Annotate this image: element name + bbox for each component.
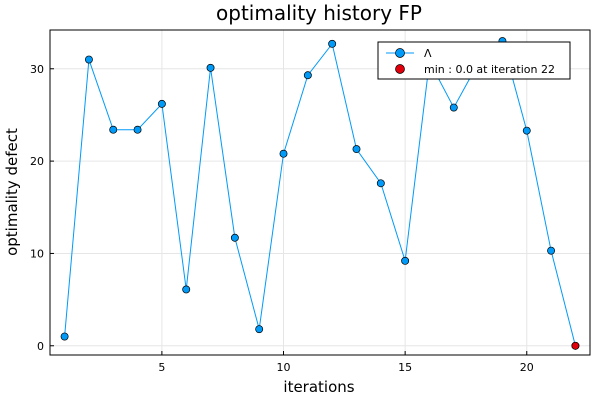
- y-tick-label: 10: [30, 247, 44, 260]
- data-point: [206, 63, 215, 72]
- series-0: [60, 37, 580, 350]
- data-point: [255, 325, 264, 334]
- data-point: [547, 246, 556, 255]
- data-point: [328, 39, 337, 48]
- x-tick-label: 20: [520, 361, 534, 374]
- x-tick-label: 15: [398, 361, 412, 374]
- legend-item: min : 0.0 at iteration 22: [395, 63, 555, 76]
- legend-label: Λ: [424, 47, 432, 60]
- data-point: [303, 71, 312, 80]
- plot-frame: [49, 29, 591, 356]
- series-line: [64, 40, 576, 346]
- grid-layer: [50, 30, 590, 355]
- series-1: [571, 341, 580, 350]
- legend-item: Λ: [386, 47, 432, 60]
- data-point: [279, 149, 288, 158]
- x-tick-label: 10: [277, 361, 291, 374]
- x-tick-label: 5: [158, 361, 165, 374]
- data-point: [230, 233, 239, 242]
- data-point: [571, 341, 580, 350]
- data-point: [449, 103, 458, 112]
- legend-label: min : 0.0 at iteration 22: [424, 63, 555, 76]
- data-point: [60, 332, 69, 341]
- data-point: [376, 179, 385, 188]
- data-point: [352, 145, 361, 154]
- data-point: [109, 125, 118, 134]
- series-layer: [60, 37, 580, 350]
- y-axis-label: optimality defect: [3, 128, 21, 256]
- legend-marker: [395, 48, 405, 58]
- data-point: [133, 125, 142, 134]
- chart-title: optimality history FP: [216, 1, 422, 25]
- legend-marker: [395, 64, 405, 74]
- data-point: [522, 126, 531, 135]
- ticks-layer: 5 10 15 20 0 10 20 30: [30, 63, 534, 374]
- y-tick-label: 20: [30, 155, 44, 168]
- data-point: [401, 256, 410, 265]
- data-point: [182, 285, 191, 294]
- data-point: [157, 99, 166, 108]
- y-tick-label: 0: [37, 340, 44, 353]
- legend-box: [377, 41, 571, 80]
- data-point: [84, 55, 93, 64]
- x-axis-label: iterations: [283, 378, 354, 396]
- y-tick-label: 30: [30, 63, 44, 76]
